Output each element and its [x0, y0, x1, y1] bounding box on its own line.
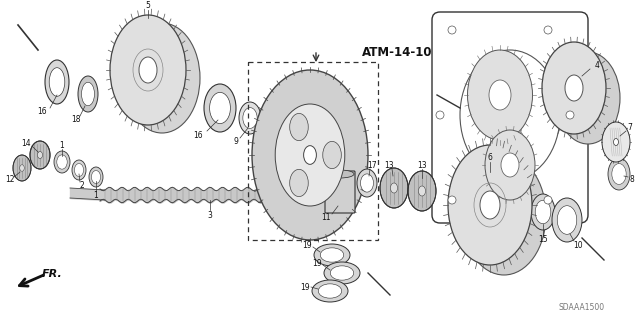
Text: 19: 19 [312, 258, 322, 268]
Ellipse shape [614, 138, 618, 145]
Ellipse shape [542, 42, 606, 134]
Ellipse shape [360, 174, 374, 192]
Ellipse shape [390, 183, 397, 193]
Text: 15: 15 [538, 235, 548, 244]
Text: SDAAA1500: SDAAA1500 [559, 303, 605, 313]
Ellipse shape [448, 145, 532, 265]
Text: 1: 1 [60, 140, 65, 150]
Ellipse shape [419, 186, 426, 196]
Ellipse shape [243, 108, 257, 129]
Text: 17: 17 [367, 160, 377, 169]
Ellipse shape [326, 170, 354, 178]
Text: 9: 9 [234, 137, 239, 146]
Ellipse shape [45, 60, 69, 104]
Text: ATM-14-10: ATM-14-10 [362, 46, 433, 58]
Ellipse shape [30, 141, 50, 169]
Text: 10: 10 [573, 241, 583, 249]
Text: 14: 14 [21, 138, 31, 147]
Ellipse shape [531, 194, 555, 230]
Ellipse shape [602, 122, 630, 162]
Ellipse shape [92, 170, 100, 183]
Ellipse shape [324, 262, 360, 284]
Ellipse shape [74, 164, 84, 176]
Ellipse shape [49, 68, 65, 96]
Ellipse shape [252, 70, 368, 240]
Ellipse shape [612, 164, 626, 184]
Ellipse shape [210, 93, 230, 123]
Ellipse shape [312, 280, 348, 302]
Ellipse shape [467, 50, 532, 140]
Ellipse shape [565, 75, 583, 101]
Text: 13: 13 [384, 160, 394, 169]
Text: 19: 19 [302, 241, 312, 249]
Ellipse shape [608, 158, 630, 190]
Ellipse shape [556, 52, 620, 144]
Text: 16: 16 [37, 108, 47, 116]
Ellipse shape [139, 57, 157, 83]
Ellipse shape [323, 141, 341, 169]
Ellipse shape [557, 206, 577, 234]
Ellipse shape [448, 196, 456, 204]
Ellipse shape [380, 168, 408, 208]
Ellipse shape [489, 80, 511, 110]
Ellipse shape [436, 111, 444, 119]
Ellipse shape [303, 146, 316, 164]
Ellipse shape [38, 152, 42, 159]
Ellipse shape [89, 167, 103, 187]
Ellipse shape [72, 160, 86, 180]
Text: 4: 4 [595, 61, 600, 70]
Text: 12: 12 [5, 175, 15, 184]
Ellipse shape [204, 84, 236, 132]
Ellipse shape [57, 155, 67, 169]
FancyBboxPatch shape [325, 171, 355, 213]
Ellipse shape [552, 198, 582, 242]
Text: 18: 18 [71, 115, 81, 124]
Ellipse shape [330, 266, 354, 280]
Text: 7: 7 [628, 123, 632, 132]
Ellipse shape [239, 102, 261, 134]
Ellipse shape [535, 200, 551, 224]
Ellipse shape [544, 26, 552, 34]
Ellipse shape [81, 82, 95, 106]
Ellipse shape [408, 171, 436, 211]
Text: 11: 11 [321, 213, 331, 222]
Text: 5: 5 [145, 1, 150, 10]
Ellipse shape [110, 15, 186, 125]
Ellipse shape [290, 169, 308, 197]
Text: 16: 16 [193, 130, 203, 139]
Text: 13: 13 [417, 160, 427, 169]
Ellipse shape [320, 248, 344, 262]
Text: 19: 19 [300, 283, 310, 292]
Ellipse shape [462, 155, 546, 275]
Ellipse shape [54, 151, 70, 173]
Ellipse shape [480, 191, 500, 219]
Bar [248, 62, 378, 240]
Ellipse shape [20, 165, 24, 171]
Text: 3: 3 [207, 211, 212, 219]
Ellipse shape [290, 114, 308, 141]
Ellipse shape [448, 26, 456, 34]
Ellipse shape [13, 155, 31, 181]
Ellipse shape [566, 111, 574, 119]
Ellipse shape [314, 244, 350, 266]
Text: 1: 1 [93, 190, 99, 199]
Text: 6: 6 [488, 153, 492, 162]
Ellipse shape [485, 130, 535, 200]
Text: 8: 8 [630, 174, 634, 183]
Ellipse shape [501, 153, 519, 177]
Ellipse shape [318, 284, 342, 298]
Ellipse shape [78, 76, 98, 112]
Ellipse shape [275, 104, 345, 206]
Text: FR.: FR. [42, 269, 63, 279]
Ellipse shape [124, 23, 200, 133]
Ellipse shape [544, 196, 552, 204]
Text: 2: 2 [79, 182, 84, 190]
Ellipse shape [357, 169, 377, 197]
